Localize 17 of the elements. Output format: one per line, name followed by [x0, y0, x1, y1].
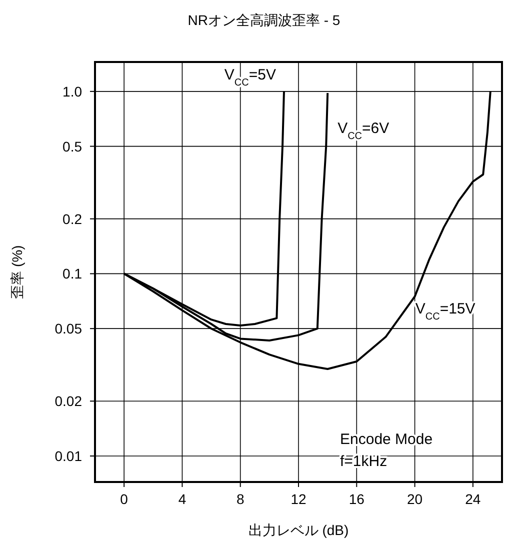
x-tick-label: 20: [406, 491, 423, 507]
x-axis-title: 出力レベル (dB): [248, 522, 349, 538]
y-tick-label: 0.01: [54, 448, 82, 464]
x-tick-label: 0: [120, 491, 128, 507]
x-tick-label: 4: [178, 491, 186, 507]
x-tick-label: 16: [348, 491, 365, 507]
y-tick-label: 0.05: [54, 320, 82, 337]
chart-title: NRオン全高調波歪率 - 5: [188, 12, 340, 28]
x-tick-label: 8: [236, 491, 244, 507]
y-tick-label: 0.2: [62, 210, 82, 227]
y-axis-title: 歪率 (%): [9, 245, 25, 299]
y-tick-label: 0.1: [62, 266, 82, 282]
y-tick-label: 1.0: [62, 83, 82, 100]
x-tick-label: 12: [290, 491, 306, 507]
y-tick-label: 0.02: [54, 393, 82, 410]
y-tick-label: 0.5: [62, 138, 82, 154]
x-tick-label: 24: [465, 491, 481, 507]
